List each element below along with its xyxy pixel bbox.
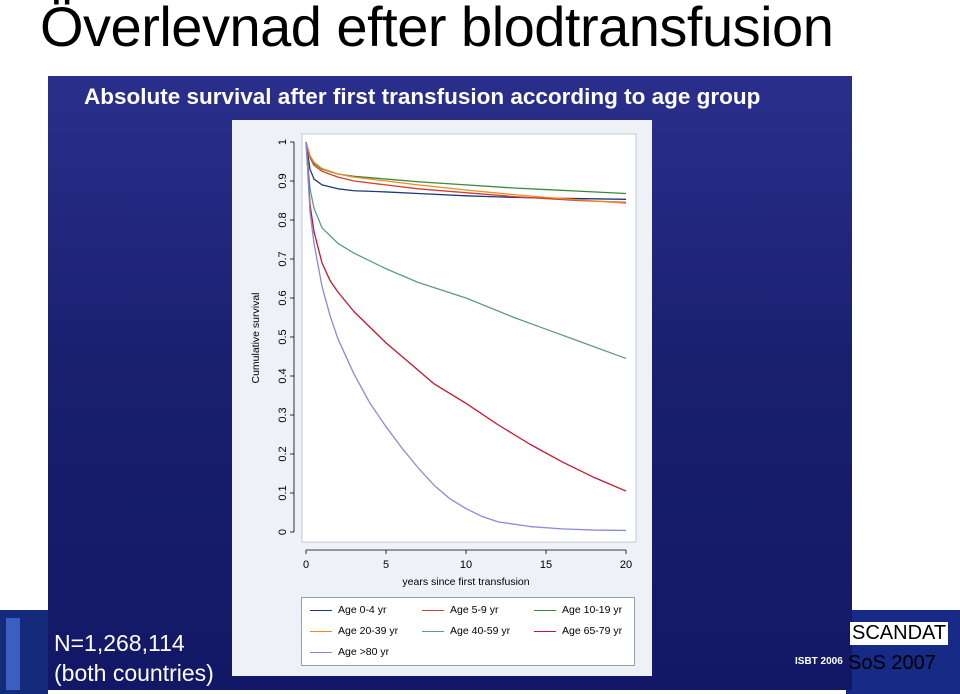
x-tick-label: 15: [540, 559, 552, 571]
legend-label: Age 5-9 yr: [450, 604, 499, 616]
y-tick-label: 0.7: [277, 251, 289, 266]
survival-chart: 00.10.20.30.40.50.60.70.80.910 5 10 15 20 Cu…: [250, 133, 637, 588]
chart-frame: 0 0.1 0.2 0.3 0.4 0.5 0.6 0.7 0.8 0.9 1 0 5 10 15 20 Cu…: [232, 120, 652, 676]
legend-swatch: [422, 609, 444, 611]
legend-item: Age 20-39 yr: [310, 624, 398, 638]
legend-item: Age 0-4 yr: [310, 603, 386, 617]
x-tick-label: 10: [460, 559, 472, 571]
series-line-age-20-39-yr: [305, 141, 627, 204]
y-tick-label: 0.3: [277, 407, 289, 422]
legend-item: Age 5-9 yr: [422, 603, 498, 617]
scandat-footer: SCANDAT: [850, 622, 949, 645]
legend-label: Age 40-59 yr: [450, 625, 511, 637]
sample-size-note: (both countries): [54, 660, 214, 686]
chart-legend: Age 0-4 yr Age 5-9 yr Age 10-19 yr Age 20-3…: [301, 597, 635, 666]
legend-label: Age 0-4 yr: [338, 604, 387, 616]
y-tick-label: 0.6: [277, 290, 289, 305]
legend-swatch: [534, 609, 556, 611]
x-axis-label: years since first transfusion: [402, 576, 529, 588]
plot-area: [301, 133, 637, 543]
left-decor-strip: [0, 610, 48, 694]
axes: 00.10.20.30.40.50.60.70.80.910 5 10 15 20: [277, 139, 632, 571]
legend-item: Age 40-59 yr: [422, 624, 510, 638]
y-tick-label: 0.5: [277, 329, 289, 344]
legend-label: Age 65-79 yr: [562, 625, 623, 637]
y-tick-label: 0.2: [277, 446, 289, 461]
y-tick-label: 0.8: [277, 212, 289, 227]
series-line-age-80-yr: [305, 141, 627, 532]
legend-swatch: [310, 651, 332, 653]
y-tick-label: 0: [277, 529, 289, 535]
x-tick-label: 5: [383, 559, 389, 571]
legend-label: Age 10-19 yr: [562, 604, 623, 616]
legend-item: Age 10-19 yr: [534, 603, 622, 617]
y-tick-label: 0.1: [277, 485, 289, 500]
series-lines: [305, 141, 627, 532]
left-decor-bar: [6, 618, 20, 690]
y-tick-label: 0.4: [277, 368, 289, 383]
legend-item: Age 65-79 yr: [534, 624, 622, 638]
series-line-age-40-59-yr: [305, 141, 627, 360]
series-line-age-10-19-yr: [305, 141, 627, 195]
series-line-age-65-79-yr: [305, 141, 627, 492]
chart-title: Absolute survival after first transfusio…: [84, 84, 761, 109]
isbt-footer: ISBT 2006: [795, 656, 843, 667]
legend-swatch: [310, 630, 332, 632]
y-axis-label: Cumulative survival: [250, 292, 262, 383]
sos-footer: SoS 2007: [848, 652, 936, 674]
x-tick-label: 0: [303, 559, 309, 571]
legend-item: Age >80 yr: [310, 645, 389, 659]
slide-title: Överlevnad efter blodtransfusion: [40, 0, 834, 58]
sample-size-label: N=1,268,114: [54, 630, 185, 656]
legend-swatch: [422, 630, 444, 632]
legend-label: Age 20-39 yr: [338, 625, 399, 637]
legend-swatch: [534, 630, 556, 632]
y-tick-label: 1: [277, 139, 289, 145]
legend-swatch: [310, 609, 332, 611]
legend-label: Age >80 yr: [338, 646, 390, 658]
series-line-age-5-9-yr: [305, 141, 627, 204]
x-tick-label: 20: [620, 559, 632, 571]
y-tick-label: 0.9: [277, 173, 289, 188]
